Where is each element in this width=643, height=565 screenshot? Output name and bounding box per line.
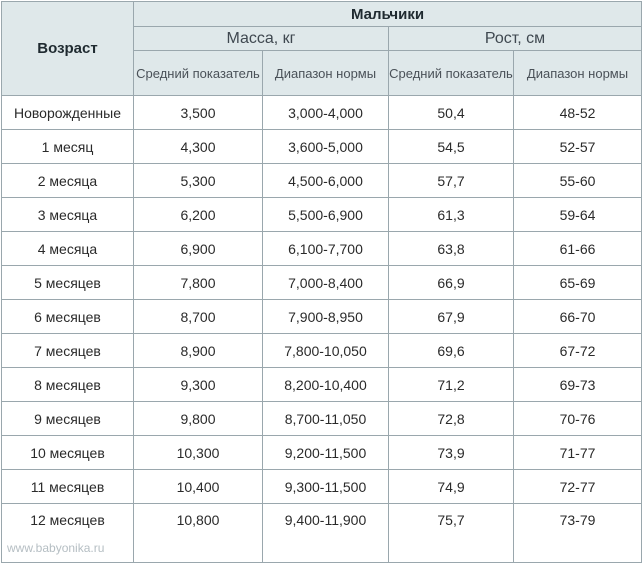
table-row: 8 месяцев 9,300 8,200-10,400 71,2 69-73: [1, 367, 642, 402]
height-range-cell: 55-60: [513, 163, 642, 198]
mass-avg-cell: 6,900: [133, 231, 263, 266]
mass-avg-cell: 6,200: [133, 197, 263, 232]
age-cell: 10 месяцев: [1, 435, 134, 470]
height-range-cell: 72-77: [513, 469, 642, 504]
mass-range-cell: 8,200-10,400: [262, 367, 389, 402]
height-range-cell: 73-79: [513, 503, 642, 563]
table-row: 7 месяцев 8,900 7,800-10,050 69,6 67-72: [1, 333, 642, 368]
table-row: 2 месяца 5,300 4,500-6,000 57,7 55-60: [1, 163, 642, 198]
height-avg-cell: 61,3: [388, 197, 514, 232]
height-avg-cell: 71,2: [388, 367, 514, 402]
age-header: Возраст: [1, 1, 134, 96]
mass-header: Масса, кг: [133, 26, 389, 51]
height-avg-cell: 66,9: [388, 265, 514, 300]
height-range-cell: 67-72: [513, 333, 642, 368]
height-range-cell: 52-57: [513, 129, 642, 164]
age-cell: 12 месяцев: [1, 503, 134, 563]
age-cell: 11 месяцев: [1, 469, 134, 504]
group-header: Мальчики: [133, 1, 642, 27]
age-cell: 4 месяца: [1, 231, 134, 266]
mass-avg-cell: 4,300: [133, 129, 263, 164]
height-range-cell: 65-69: [513, 265, 642, 300]
height-avg-cell: 57,7: [388, 163, 514, 198]
mass-range-cell: 7,000-8,400: [262, 265, 389, 300]
table-row: 1 месяц 4,300 3,600-5,000 54,5 52-57: [1, 129, 642, 164]
table-row: 12 месяцев 10,800 9,400-11,900 75,7 73-79: [1, 503, 642, 563]
table-row: Новорожденные 3,500 3,000-4,000 50,4 48-52: [1, 95, 642, 130]
height-avg-cell: 69,6: [388, 333, 514, 368]
height-avg-header: Средний показатель: [388, 50, 514, 96]
table-row: 6 месяцев 8,700 7,900-8,950 67,9 66-70: [1, 299, 642, 334]
mass-avg-cell: 8,700: [133, 299, 263, 334]
age-cell: 9 месяцев: [1, 401, 134, 436]
age-cell: 3 месяца: [1, 197, 134, 232]
mass-range-cell: 9,400-11,900: [262, 503, 389, 563]
height-range-cell: 70-76: [513, 401, 642, 436]
table-row: 9 месяцев 9,800 8,700-11,050 72,8 70-76: [1, 401, 642, 436]
table-row: 5 месяцев 7,800 7,000-8,400 66,9 65-69: [1, 265, 642, 300]
mass-avg-cell: 8,900: [133, 333, 263, 368]
age-cell: 1 месяц: [1, 129, 134, 164]
height-avg-cell: 54,5: [388, 129, 514, 164]
watermark: www.babyonika.ru: [7, 541, 105, 555]
age-cell: 7 месяцев: [1, 333, 134, 368]
height-avg-cell: 75,7: [388, 503, 514, 563]
height-avg-cell: 50,4: [388, 95, 514, 130]
mass-range-cell: 4,500-6,000: [262, 163, 389, 198]
height-range-cell: 66-70: [513, 299, 642, 334]
table-row: 3 месяца 6,200 5,500-6,900 61,3 59-64: [1, 197, 642, 232]
mass-range-cell: 9,300-11,500: [262, 469, 389, 504]
table-body: Новорожденные 3,500 3,000-4,000 50,4 48-52 1 …: [1, 95, 642, 563]
mass-range-cell: 5,500-6,900: [262, 197, 389, 232]
height-range-cell: 48-52: [513, 95, 642, 130]
table-row: 4 месяца 6,900 6,100-7,700 63,8 61-66: [1, 231, 642, 266]
mass-range-cell: 8,700-11,050: [262, 401, 389, 436]
mass-range-cell: 6,100-7,700: [262, 231, 389, 266]
mass-range-cell: 3,600-5,000: [262, 129, 389, 164]
age-cell: 5 месяцев: [1, 265, 134, 300]
age-cell: 6 месяцев: [1, 299, 134, 334]
height-avg-cell: 67,9: [388, 299, 514, 334]
mass-avg-cell: 10,800: [133, 503, 263, 563]
mass-range-header: Диапазон нормы: [262, 50, 389, 96]
mass-avg-cell: 10,300: [133, 435, 263, 470]
mass-avg-cell: 7,800: [133, 265, 263, 300]
table-row: 10 месяцев 10,300 9,200-11,500 73,9 71-77: [1, 435, 642, 470]
height-avg-cell: 63,8: [388, 231, 514, 266]
mass-avg-cell: 9,300: [133, 367, 263, 402]
age-cell: 8 месяцев: [1, 367, 134, 402]
age-cell: Новорожденные: [1, 95, 134, 130]
mass-range-cell: 3,000-4,000: [262, 95, 389, 130]
height-range-cell: 71-77: [513, 435, 642, 470]
height-range-cell: 69-73: [513, 367, 642, 402]
height-range-header: Диапазон нормы: [513, 50, 642, 96]
mass-avg-cell: 9,800: [133, 401, 263, 436]
age-cell: 2 месяца: [1, 163, 134, 198]
height-header: Рост, см: [388, 26, 642, 51]
height-range-cell: 59-64: [513, 197, 642, 232]
mass-range-cell: 9,200-11,500: [262, 435, 389, 470]
mass-range-cell: 7,800-10,050: [262, 333, 389, 368]
mass-avg-cell: 10,400: [133, 469, 263, 504]
mass-avg-cell: 5,300: [133, 163, 263, 198]
height-range-cell: 61-66: [513, 231, 642, 266]
height-avg-cell: 72,8: [388, 401, 514, 436]
mass-avg-header: Средний показатель: [133, 50, 263, 96]
mass-range-cell: 7,900-8,950: [262, 299, 389, 334]
height-avg-cell: 74,9: [388, 469, 514, 504]
table-row: 11 месяцев 10,400 9,300-11,500 74,9 72-77: [1, 469, 642, 504]
height-avg-cell: 73,9: [388, 435, 514, 470]
mass-avg-cell: 3,500: [133, 95, 263, 130]
